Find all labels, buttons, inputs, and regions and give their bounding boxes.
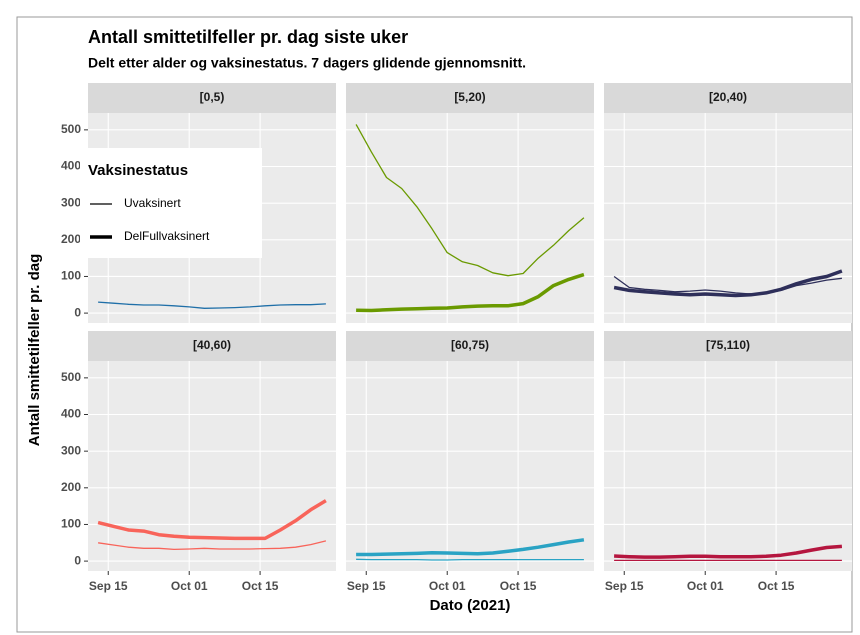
y-tick-label: 0 (74, 305, 81, 319)
x-axis-title: Dato (2021) (430, 597, 511, 614)
strip-label: [20,40) (709, 90, 747, 104)
series-line (356, 558, 584, 561)
series-line (97, 499, 327, 541)
strip-label: [40,60) (193, 338, 231, 352)
y-tick-label: 100 (61, 269, 81, 283)
panel-background (346, 361, 594, 571)
panel-background (88, 361, 336, 571)
series-line (98, 540, 327, 551)
legend-label: DelFullvaksinert (124, 229, 210, 243)
y-tick-label: 100 (61, 517, 81, 531)
x-tick-label: Oct 01 (687, 579, 724, 593)
x-tick-label: Oct 15 (758, 579, 795, 593)
strip-label: [5,20) (454, 90, 485, 104)
y-tick-label: 200 (61, 232, 81, 246)
chart-subtitle: Delt etter alder og vaksinestatus. 7 dag… (88, 55, 526, 71)
strip (346, 83, 594, 113)
x-tick-label: Oct 15 (242, 579, 279, 593)
series-line (356, 272, 585, 313)
y-axis-title: Antall smittetilfeller pr. dag (26, 254, 43, 447)
strip (88, 331, 336, 361)
x-tick-label: Sep 15 (89, 579, 128, 593)
strip (604, 331, 852, 361)
panel-background (604, 113, 852, 323)
y-tick-label: 0 (74, 553, 81, 567)
series-line (98, 301, 326, 309)
y-tick-label: 200 (61, 480, 81, 494)
strip (604, 83, 852, 113)
y-tick-label: 300 (61, 443, 81, 457)
panel-background (604, 361, 852, 571)
panel-background (346, 113, 594, 323)
series-line (613, 275, 842, 295)
strip-label: [60,75) (451, 338, 489, 352)
series-line (614, 544, 843, 559)
y-tick-label: 500 (61, 370, 81, 384)
chart-title: Antall smittetilfeller pr. dag siste uke… (88, 27, 408, 47)
legend-title: Vaksinestatus (88, 162, 188, 179)
x-tick-label: Oct 01 (429, 579, 466, 593)
x-tick-label: Oct 15 (500, 579, 537, 593)
legend-label: Uvaksinert (124, 196, 181, 210)
y-tick-label: 300 (61, 195, 81, 209)
x-tick-label: Oct 01 (171, 579, 208, 593)
y-tick-label: 400 (61, 159, 81, 173)
x-tick-label: Sep 15 (605, 579, 644, 593)
strip-label: [0,5) (200, 90, 225, 104)
series-line (613, 269, 843, 298)
y-tick-label: 400 (61, 407, 81, 421)
y-tick-label: 500 (61, 122, 81, 136)
strip (88, 83, 336, 113)
legend: Vaksinestatus Uvaksinert DelFullvaksiner… (80, 148, 262, 258)
series-line (356, 538, 585, 557)
x-tick-label: Sep 15 (347, 579, 386, 593)
strip (346, 331, 594, 361)
legend-box (80, 148, 262, 258)
series-line (355, 124, 585, 277)
strip-label: [75,110) (706, 338, 750, 352)
